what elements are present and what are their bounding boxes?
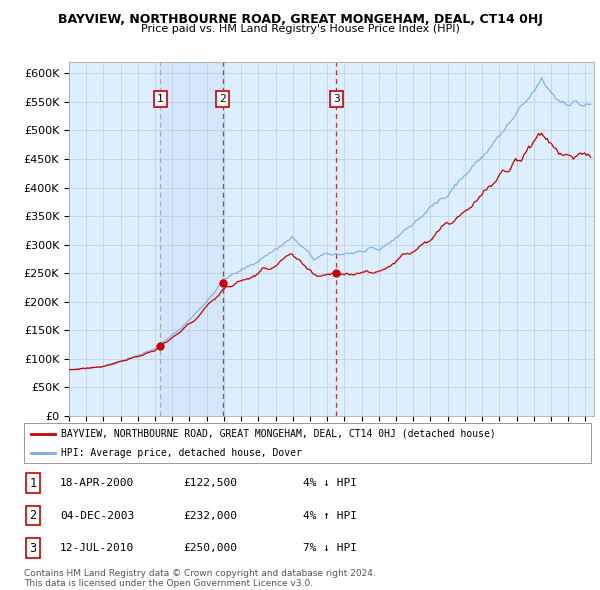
- Text: Price paid vs. HM Land Registry's House Price Index (HPI): Price paid vs. HM Land Registry's House …: [140, 24, 460, 34]
- Text: BAYVIEW, NORTHBOURNE ROAD, GREAT MONGEHAM, DEAL, CT14 0HJ: BAYVIEW, NORTHBOURNE ROAD, GREAT MONGEHA…: [58, 13, 542, 26]
- Text: 1: 1: [157, 94, 163, 104]
- Text: Contains HM Land Registry data © Crown copyright and database right 2024.: Contains HM Land Registry data © Crown c…: [24, 569, 376, 578]
- Text: 04-DEC-2003: 04-DEC-2003: [60, 511, 134, 520]
- Text: 3: 3: [29, 542, 37, 555]
- Text: This data is licensed under the Open Government Licence v3.0.: This data is licensed under the Open Gov…: [24, 579, 313, 588]
- Text: 2: 2: [219, 94, 226, 104]
- Text: 7% ↓ HPI: 7% ↓ HPI: [303, 543, 357, 553]
- Text: BAYVIEW, NORTHBOURNE ROAD, GREAT MONGEHAM, DEAL, CT14 0HJ (detached house): BAYVIEW, NORTHBOURNE ROAD, GREAT MONGEHA…: [61, 429, 496, 439]
- Text: HPI: Average price, detached house, Dover: HPI: Average price, detached house, Dove…: [61, 448, 302, 458]
- Text: £232,000: £232,000: [183, 511, 237, 520]
- Bar: [160, 62, 223, 416]
- Text: 4% ↑ HPI: 4% ↑ HPI: [303, 511, 357, 520]
- Text: 18-APR-2000: 18-APR-2000: [60, 478, 134, 488]
- Text: £250,000: £250,000: [183, 543, 237, 553]
- Text: 3: 3: [333, 94, 340, 104]
- Text: 12-JUL-2010: 12-JUL-2010: [60, 543, 134, 553]
- Text: £122,500: £122,500: [183, 478, 237, 488]
- Text: 2: 2: [29, 509, 37, 522]
- Text: 4% ↓ HPI: 4% ↓ HPI: [303, 478, 357, 488]
- Text: 1: 1: [29, 477, 37, 490]
